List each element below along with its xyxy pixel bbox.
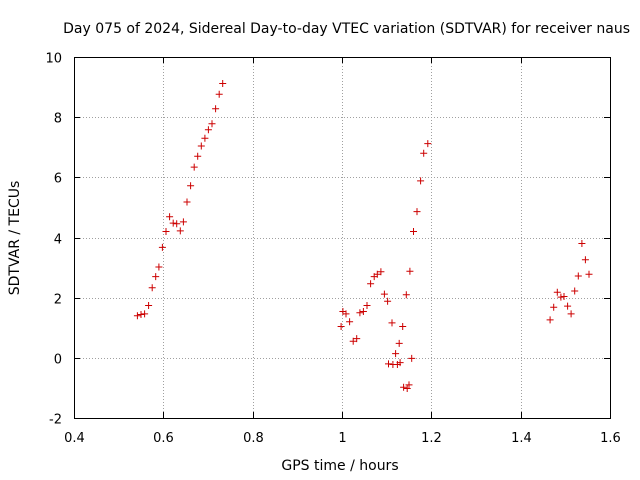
data-point — [179, 218, 187, 226]
data-point — [550, 303, 558, 311]
data-point — [380, 290, 388, 298]
x-tick-label: 0.6 — [153, 431, 174, 446]
data-point — [406, 267, 414, 275]
data-point — [413, 208, 421, 216]
data-point — [564, 302, 572, 310]
data-point — [574, 272, 582, 280]
data-point — [392, 350, 400, 358]
data-point — [169, 219, 177, 227]
data-point — [424, 140, 432, 148]
y-tick-label: 2 — [54, 293, 62, 308]
data-point — [553, 288, 561, 296]
y-tick-label: 4 — [54, 233, 62, 248]
data-point — [388, 319, 396, 327]
data-point — [173, 220, 181, 228]
data-point — [197, 142, 205, 150]
data-point — [155, 263, 163, 271]
data-points — [133, 80, 593, 392]
chart-title: Day 075 of 2024, Sidereal Day-to-day VTE… — [63, 21, 630, 37]
y-tick-label: 6 — [54, 172, 62, 187]
data-point — [201, 134, 209, 142]
data-point — [571, 287, 579, 295]
data-point — [219, 80, 227, 87]
data-point — [194, 152, 202, 160]
data-point — [356, 309, 364, 317]
x-axis-tick-labels: 0.4 0.6 0.8 1 1.2 1.4 1.6 — [64, 431, 621, 446]
data-point — [133, 312, 141, 320]
data-point — [396, 359, 404, 367]
y-tick-label: 8 — [54, 112, 62, 127]
x-tick-label: 1.6 — [600, 431, 621, 446]
data-point — [166, 213, 174, 221]
data-point — [546, 316, 554, 324]
data-point — [567, 310, 575, 318]
data-point — [403, 385, 411, 392]
data-point — [148, 284, 156, 292]
data-point — [585, 270, 593, 278]
data-point — [208, 120, 216, 128]
y-axis-tick-labels: -2 0 2 4 6 8 10 — [45, 52, 62, 428]
data-point — [187, 182, 195, 190]
x-tick-label: 1 — [338, 431, 346, 446]
data-point — [385, 360, 392, 368]
data-point — [353, 335, 361, 343]
data-point — [377, 268, 385, 276]
data-point — [417, 177, 425, 185]
data-point — [204, 126, 212, 134]
data-point — [176, 227, 184, 235]
data-point — [359, 308, 367, 315]
data-point — [141, 310, 149, 318]
data-point — [410, 228, 417, 235]
axis-ticks — [74, 57, 611, 419]
data-point — [145, 302, 153, 309]
data-point — [408, 354, 416, 362]
data-point — [557, 293, 565, 301]
x-tick-label: 0.8 — [243, 431, 264, 446]
y-tick-label: 0 — [54, 353, 62, 368]
x-tick-label: 0.4 — [64, 431, 85, 446]
data-point — [158, 243, 166, 251]
data-point — [399, 323, 407, 330]
x-tick-label: 1.4 — [511, 431, 532, 446]
data-point — [384, 297, 392, 305]
data-point — [581, 256, 589, 264]
y-axis-label: SDTVAR / TECUs — [7, 181, 23, 296]
data-point — [420, 149, 428, 157]
data-point — [363, 302, 371, 309]
data-point — [162, 228, 170, 235]
y-tick-label: -2 — [49, 413, 62, 428]
data-point — [402, 291, 410, 299]
data-point — [183, 198, 191, 206]
data-point — [152, 273, 160, 281]
data-point — [367, 280, 375, 288]
data-point — [215, 90, 223, 98]
data-point — [137, 311, 145, 318]
data-point — [346, 318, 354, 326]
data-point — [560, 293, 568, 300]
data-point — [337, 323, 345, 330]
grid — [74, 57, 610, 418]
data-point — [212, 105, 220, 113]
data-point — [190, 163, 198, 171]
y-tick-label: 10 — [45, 52, 62, 67]
data-point — [405, 381, 413, 389]
data-point — [395, 339, 403, 347]
x-axis-label: GPS time / hours — [281, 458, 398, 474]
data-point — [578, 240, 586, 247]
data-point — [342, 310, 350, 318]
data-point — [400, 383, 408, 391]
data-point — [373, 270, 381, 278]
x-tick-label: 1.2 — [421, 431, 442, 446]
